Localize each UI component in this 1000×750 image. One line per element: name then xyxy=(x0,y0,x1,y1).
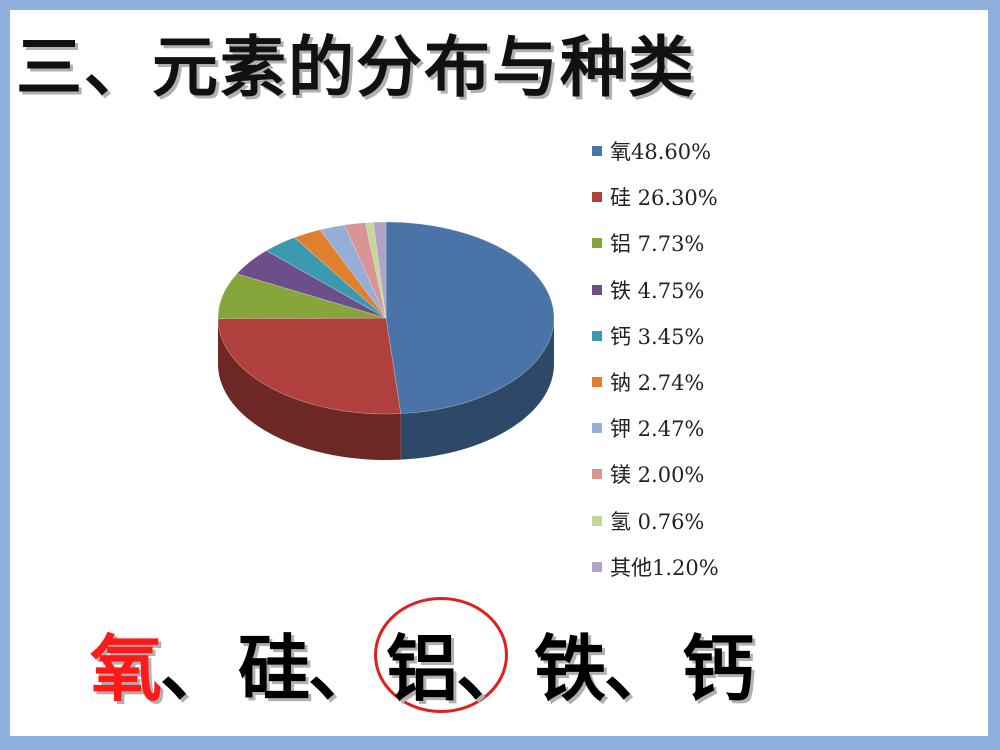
pie-slice-8 xyxy=(364,221,387,319)
pie-slice-1 xyxy=(217,317,402,415)
legend-label: 其他1.20% xyxy=(610,555,719,580)
legend-swatch xyxy=(592,515,602,526)
legend-swatch xyxy=(592,561,602,572)
pie-slice-3 xyxy=(236,250,387,319)
summary-separator: 、 xyxy=(308,627,381,711)
pie-slice-7 xyxy=(344,222,387,319)
pie-slice-6 xyxy=(319,224,387,319)
pie-slice-4 xyxy=(265,237,387,319)
summary-item-aluminum: 铝 xyxy=(386,627,459,711)
pie-chart xyxy=(217,221,555,460)
circle-annotation xyxy=(374,597,508,713)
legend-label: 氧48.60% xyxy=(610,140,712,164)
legend-swatch xyxy=(592,423,602,434)
summary-separator: 、 xyxy=(160,627,233,711)
summary-item-calcium: 钙 xyxy=(682,627,755,711)
summary-separator: 、 xyxy=(456,627,529,711)
pie-side-1 xyxy=(218,318,401,460)
legend-label: 钙 3.45% xyxy=(610,324,705,349)
legend-label: 镁 2.00% xyxy=(610,463,705,488)
legend-label: 硅 26.30% xyxy=(610,186,718,211)
legend-label: 钠 2.74% xyxy=(610,371,705,395)
legend-swatch xyxy=(592,469,602,480)
summary-item-silicon: 硅 xyxy=(238,627,311,711)
slide-title: 三、元素的分布与种类 xyxy=(16,29,696,106)
slide: 三、元素的分布与种类 氧48.60% 硅 26.30% 铝 7.73% 铁 4.75%… xyxy=(10,10,988,736)
legend-swatch xyxy=(592,146,602,156)
legend-label: 铝 7.73% xyxy=(610,232,705,257)
legend-swatch xyxy=(592,284,602,295)
pie-slice-5 xyxy=(293,229,387,319)
pie-slice-2 xyxy=(217,273,387,319)
pie-slice-9 xyxy=(373,221,387,319)
legend-swatch xyxy=(592,192,602,203)
legend-label: 铁 4.75% xyxy=(610,278,705,303)
legend-swatch xyxy=(592,238,602,249)
summary-separator: 、 xyxy=(604,627,677,711)
legend-swatch xyxy=(592,377,602,387)
legend-swatch xyxy=(592,330,602,341)
pie-slice-0 xyxy=(385,221,555,414)
summary-item-oxygen: 氧 xyxy=(90,627,163,711)
summary-item-iron: 铁 xyxy=(534,627,607,711)
legend-label: 钾 2.47% xyxy=(610,417,705,442)
legend-label: 氢 0.76% xyxy=(610,509,705,534)
pie-side-0 xyxy=(400,318,554,460)
